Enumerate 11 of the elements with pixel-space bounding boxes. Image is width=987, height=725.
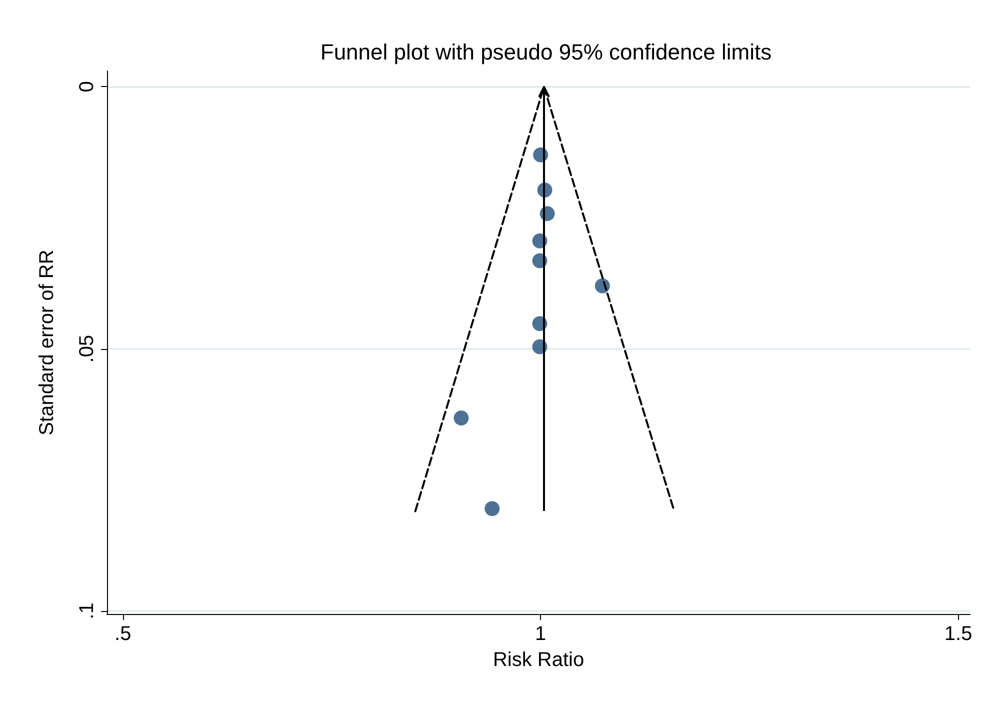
y-tick-label: .05 [76, 334, 98, 363]
chart-title: Funnel plot with pseudo 95% confidence limits [320, 40, 772, 64]
point [484, 501, 500, 516]
x-tick-label: 1.5 [944, 623, 972, 645]
x-tick-label: 1 [535, 623, 546, 645]
x-tick-label: .5 [114, 623, 132, 645]
y-tick-label: 0 [76, 81, 98, 92]
point [454, 410, 469, 426]
x-axis-title: Risk Ratio [492, 649, 584, 671]
y-axis-title: Standard error of RR [36, 250, 58, 436]
y-tick-label: .1 [76, 602, 98, 620]
